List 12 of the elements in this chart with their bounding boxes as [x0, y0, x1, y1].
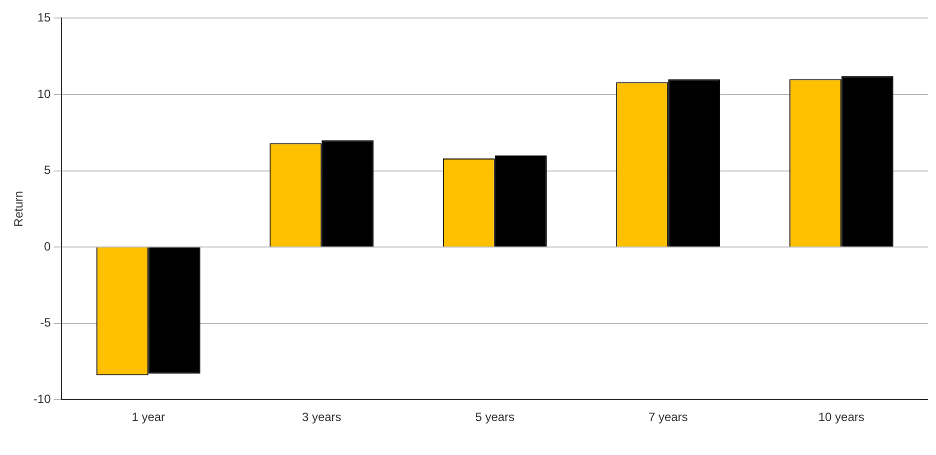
x-tick-label: 3 years — [302, 410, 342, 424]
x-tick-label: 7 years — [648, 410, 688, 424]
x-tick-label: 10 years — [818, 410, 864, 424]
x-tick-label: 1 year — [132, 410, 166, 424]
y-tick-label: -10 — [33, 392, 52, 406]
y-tick-label: 15 — [37, 10, 52, 25]
y-tick-label: -5 — [40, 316, 52, 330]
y-tick-label: 5 — [44, 163, 52, 178]
y-tick-label: 10 — [37, 86, 52, 101]
y-axis-title: Return — [12, 190, 26, 227]
y-tick-label: 0 — [44, 239, 52, 254]
x-tick-label: 5 years — [475, 410, 515, 424]
